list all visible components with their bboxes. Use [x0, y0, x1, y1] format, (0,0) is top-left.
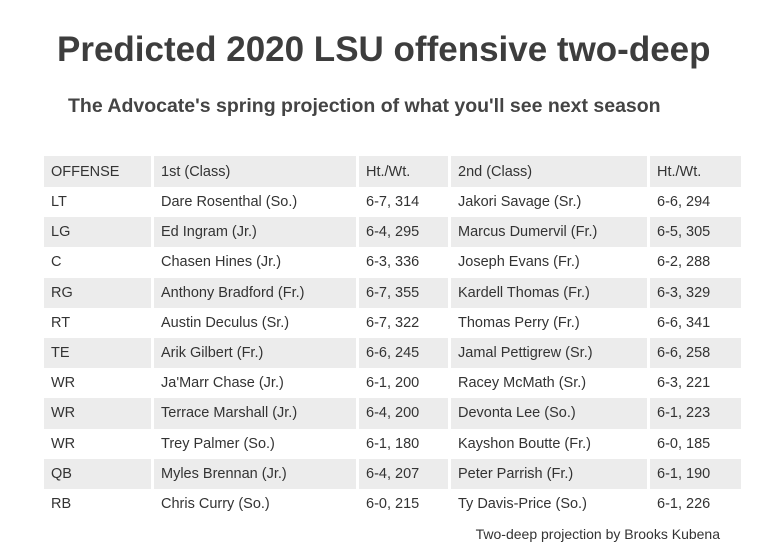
first-string-player-cell: Anthony Bradford (Fr.) [154, 277, 359, 308]
first-string-player-cell: Terrace Marshall (Jr.) [154, 398, 359, 429]
second-height-weight-cell: 6-3, 221 [657, 375, 711, 392]
position-cell: LG [44, 217, 154, 248]
table-row: WR Ja'Marr Chase (Jr.) 6-1, 200 Racey McMat… [44, 368, 741, 398]
second-string-player-cell: Jamal Pettigrew (Sr.) [451, 337, 650, 369]
column-header-first-string: 1st (Class) [154, 156, 359, 187]
first-string-player-cell: Myles Brennan (Jr.) [154, 458, 359, 489]
first-string-player-cell: Arik Gilbert (Fr.) [154, 337, 359, 369]
position-cell: LT [51, 194, 67, 211]
first-string-player-cell: Austin Deculus (Sr.) [161, 314, 290, 331]
second-height-weight-cell: 6-6, 294 [657, 194, 711, 211]
first-string-player-cell: Chasen Hines (Jr.) [161, 254, 282, 271]
second-height-weight-cell: 6-3, 329 [650, 277, 741, 308]
second-height-weight-cell: 6-6, 258 [650, 337, 741, 369]
credit-line: Two-deep projection by Brooks Kubena [475, 526, 720, 542]
column-header-second-height-weight: Ht./Wt. [650, 156, 741, 187]
position-cell: RB [51, 495, 72, 512]
first-height-weight-cell: 6-3, 336 [366, 254, 420, 271]
second-string-player-cell: Joseph Evans (Fr.) [458, 254, 580, 271]
position-cell: RT [51, 314, 71, 331]
table-row: RG Anthony Bradford (Fr.) 6-7, 355 Kardell … [44, 277, 741, 308]
second-height-weight-cell: 6-1, 223 [650, 398, 741, 429]
first-string-player-cell: Ja'Marr Chase (Jr.) [161, 375, 284, 392]
column-header-offense: OFFENSE [44, 156, 154, 187]
first-height-weight-cell: 6-1, 200 [366, 375, 420, 392]
table-row: TE Arik Gilbert (Fr.) 6-6, 245 Jamal Pettig… [44, 337, 741, 369]
second-height-weight-cell: 6-6, 341 [657, 314, 711, 331]
position-cell: RG [44, 277, 154, 308]
position-cell: WR [51, 375, 76, 392]
second-string-player-cell: Jakori Savage (Sr.) [458, 194, 582, 211]
second-string-player-cell: Kayshon Boutte (Fr.) [458, 435, 591, 452]
second-string-player-cell: Racey McMath (Sr.) [458, 375, 587, 392]
table-header-row: OFFENSE 1st (Class) Ht./Wt. 2nd (Class) … [44, 156, 741, 187]
first-height-weight-cell: 6-4, 295 [359, 217, 451, 248]
second-string-player-cell: Devonta Lee (So.) [451, 398, 650, 429]
second-height-weight-cell: 6-0, 185 [657, 435, 711, 452]
position-cell: C [51, 254, 62, 271]
second-string-player-cell: Kardell Thomas (Fr.) [451, 277, 650, 308]
table-row: C Chasen Hines (Jr.) 6-3, 336 Joseph Evans … [44, 247, 741, 277]
column-header-first-height-weight: Ht./Wt. [359, 156, 451, 187]
position-cell: QB [44, 458, 154, 489]
first-height-weight-cell: 6-4, 200 [359, 398, 451, 429]
first-height-weight-cell: 6-7, 355 [359, 277, 451, 308]
second-height-weight-cell: 6-2, 288 [657, 254, 711, 271]
second-string-player-cell: Peter Parrish (Fr.) [451, 458, 650, 489]
page-title: Predicted 2020 LSU offensive two-deep [57, 30, 711, 69]
table-row: LT Dare Rosenthal (So.) 6-7, 314 Jakori Sav… [44, 187, 741, 217]
first-height-weight-cell: 6-6, 245 [359, 337, 451, 369]
first-string-player-cell: Chris Curry (So.) [161, 495, 270, 512]
second-height-weight-cell: 6-1, 190 [650, 458, 741, 489]
first-height-weight-cell: 6-7, 322 [366, 314, 420, 331]
second-string-player-cell: Thomas Perry (Fr.) [458, 314, 580, 331]
first-string-player-cell: Trey Palmer (So.) [161, 435, 275, 452]
position-cell: WR [44, 398, 154, 429]
position-cell: WR [51, 435, 76, 452]
second-string-player-cell: Marcus Dumervil (Fr.) [451, 217, 650, 248]
first-height-weight-cell: 6-1, 180 [366, 435, 420, 452]
second-height-weight-cell: 6-5, 305 [650, 217, 741, 248]
second-string-player-cell: Ty Davis-Price (So.) [458, 495, 587, 512]
table-row: WR Trey Palmer (So.) 6-1, 180 Kayshon Boutt… [44, 429, 741, 459]
first-height-weight-cell: 6-4, 207 [359, 458, 451, 489]
table-row: RB Chris Curry (So.) 6-0, 215 Ty Davis-Pric… [44, 489, 741, 519]
second-height-weight-cell: 6-1, 226 [657, 495, 711, 512]
column-header-second-string: 2nd (Class) [451, 156, 650, 187]
page-subtitle: The Advocate's spring projection of what… [68, 95, 661, 117]
table-row: RT Austin Deculus (Sr.) 6-7, 322 Thomas Per… [44, 308, 741, 338]
first-string-player-cell: Dare Rosenthal (So.) [161, 194, 298, 211]
table-row: LG Ed Ingram (Jr.) 6-4, 295 Marcus Dumervil… [44, 217, 741, 248]
depth-chart-table: OFFENSE 1st (Class) Ht./Wt. 2nd (Class) … [44, 156, 741, 519]
first-string-player-cell: Ed Ingram (Jr.) [154, 217, 359, 248]
position-cell: TE [44, 337, 154, 369]
table-row: QB Myles Brennan (Jr.) 6-4, 207 Peter Parri… [44, 458, 741, 489]
table-row: WR Terrace Marshall (Jr.) 6-4, 200 Devonta … [44, 398, 741, 429]
first-height-weight-cell: 6-0, 215 [366, 495, 420, 512]
first-height-weight-cell: 6-7, 314 [366, 194, 420, 211]
